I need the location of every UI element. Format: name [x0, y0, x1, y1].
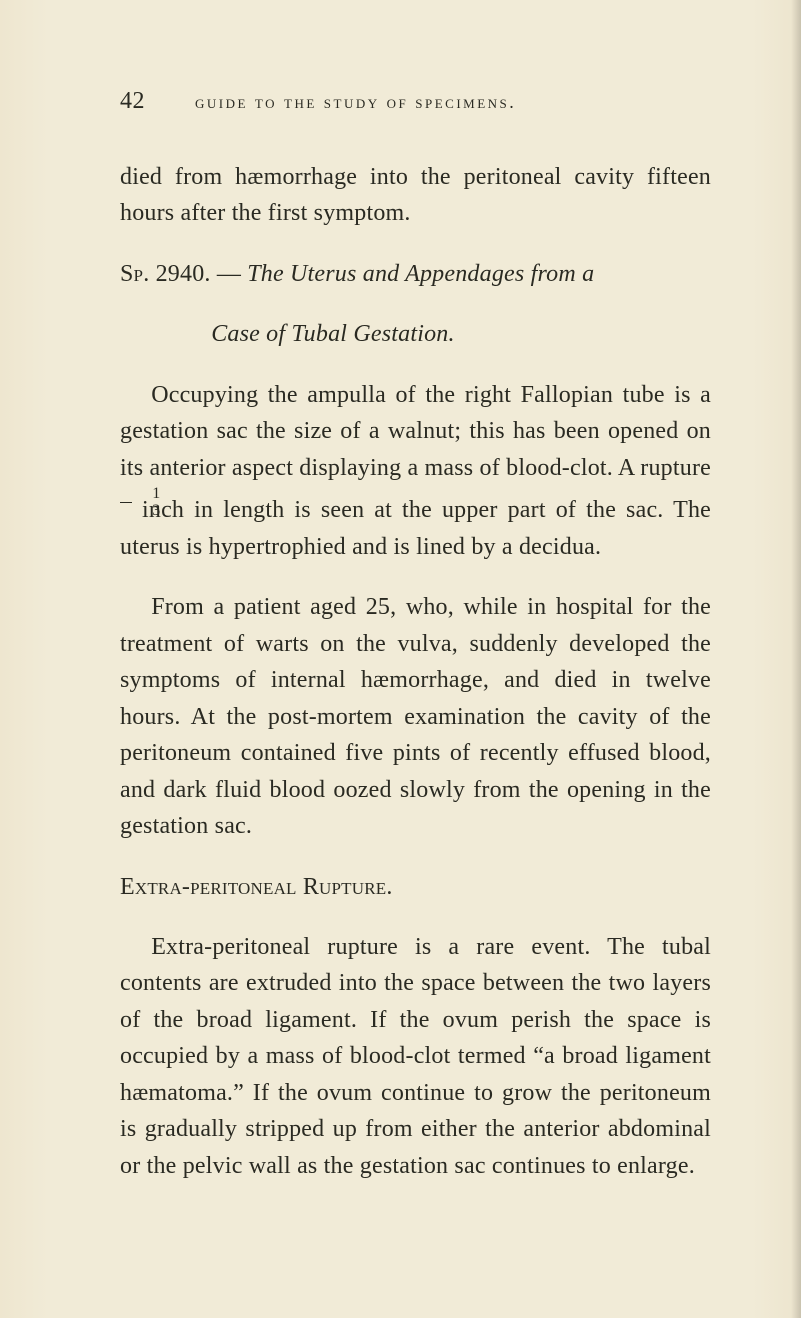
fraction-one-third: 13	[120, 486, 132, 519]
sp-title-part-a: The Uterus and Appendages from a	[247, 261, 594, 287]
p2-part-a: Occupying the ampulla of the right Fallo…	[120, 382, 711, 481]
fraction-numerator: 1	[120, 486, 132, 503]
paragraph-3: From a patient aged 25, who, while in ho…	[120, 589, 711, 844]
fraction-denominator: 3	[120, 503, 132, 519]
sp-dash: —	[217, 261, 241, 287]
paragraph-1: died from hæmorrhage into the peritoneal…	[120, 159, 711, 232]
sp-number: 2940.	[156, 261, 211, 287]
specimen-heading-line1: Sp. 2940. — The Uterus and Appendages fr…	[120, 256, 711, 292]
page-number: 42	[120, 88, 145, 115]
p2-part-b: inch in length is seen at the upper part…	[120, 497, 711, 559]
sp-label: Sp.	[120, 261, 149, 287]
running-head: 42 GUIDE TO THE STUDY OF SPECIMENS.	[120, 88, 711, 115]
section-heading: Extra-peritoneal Rupture.	[120, 869, 711, 905]
paragraph-4: Extra-peritoneal rupture is a rare event…	[120, 929, 711, 1184]
paragraph-2: Occupying the ampulla of the right Fallo…	[120, 377, 711, 565]
page-body: died from hæmorrhage into the peritoneal…	[120, 159, 711, 1184]
book-page: 42 GUIDE TO THE STUDY OF SPECIMENS. died…	[0, 0, 801, 1318]
specimen-heading-line2: Case of Tubal Gestation.	[120, 316, 711, 352]
running-title: GUIDE TO THE STUDY OF SPECIMENS.	[195, 92, 516, 113]
